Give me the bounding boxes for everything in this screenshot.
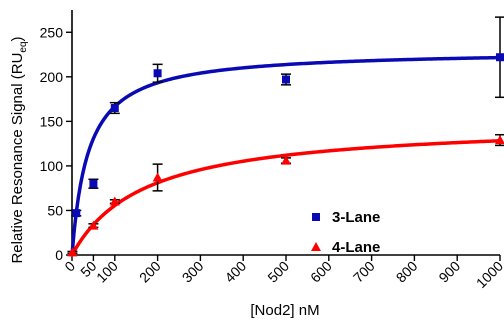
x-tick-label: 600 — [307, 258, 335, 286]
data-points — [67, 53, 504, 257]
data-point-triangle — [109, 196, 120, 206]
data-point-square — [72, 209, 81, 218]
x-tick-label: 700 — [350, 258, 378, 286]
data-point-triangle — [152, 172, 163, 182]
data-point-square — [110, 104, 119, 112]
data-point-square — [89, 179, 98, 188]
x-tick-label: 500 — [264, 258, 292, 286]
y-tick-label: 200 — [40, 69, 64, 85]
data-point-triangle — [67, 247, 78, 257]
x-tick-label: 800 — [393, 258, 421, 286]
legend-marker-square — [312, 213, 320, 221]
y-axis-label-main: Relative Resonance Signal (RU — [9, 53, 26, 264]
y-axis-label-close: ) — [9, 36, 26, 41]
error-bars — [67, 16, 504, 254]
chart-axes — [71, 10, 500, 256]
data-point-triangle — [88, 220, 99, 230]
data-point-square — [282, 75, 290, 84]
legend-label-triangle: 4-Lane — [332, 239, 380, 256]
fit-curve-triangle — [70, 139, 502, 257]
x-axis-label: [Nod2] nM — [250, 302, 319, 319]
y-axis-label-subscript: eq — [18, 41, 29, 52]
x-tick-label: 1000 — [473, 258, 504, 291]
data-point-square — [153, 69, 162, 78]
y-tick-label: 100 — [40, 158, 64, 174]
x-tick-label: 200 — [136, 258, 164, 286]
x-tick-label: 400 — [221, 258, 249, 286]
fit-curve-square — [70, 55, 502, 257]
x-tick-label: 100 — [93, 258, 121, 286]
fit-curves — [70, 55, 502, 257]
data-point-triangle — [495, 135, 504, 145]
y-tick-label: 250 — [40, 24, 64, 40]
y-tick-label: 50 — [47, 202, 63, 218]
y-axis-label: Relative Resonance Signal (RUeq) — [9, 36, 29, 263]
x-tick-label: 300 — [179, 258, 207, 286]
x-tick-label: 900 — [435, 258, 463, 286]
x-tick-label: 0 — [61, 258, 78, 275]
legend: 3-Lane 4-Lane — [311, 209, 380, 256]
y-tick-label: 150 — [40, 113, 64, 129]
data-point-square — [496, 53, 504, 62]
legend-marker-triangle — [311, 242, 321, 251]
y-ticks: 0 50 100 150 200 250 — [40, 24, 72, 263]
data-point-triangle — [281, 155, 291, 165]
y-tick-label: 0 — [55, 247, 63, 263]
legend-label-square: 3-Lane — [332, 209, 380, 226]
